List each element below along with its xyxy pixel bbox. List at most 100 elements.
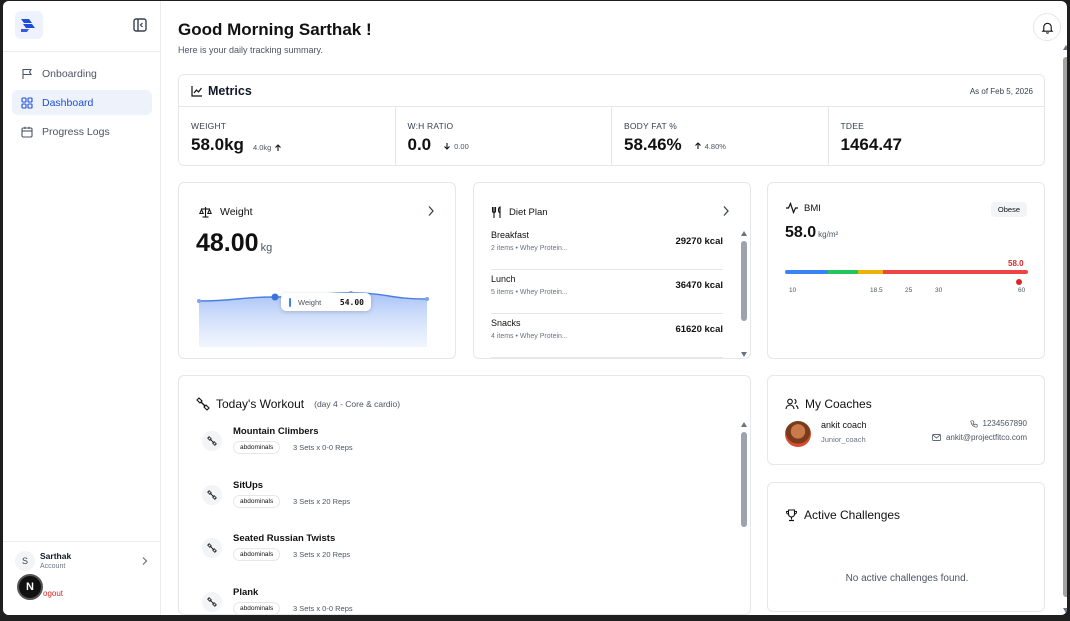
logout-button[interactable]: ogout bbox=[43, 589, 64, 598]
challenges-title: Active Challenges bbox=[785, 508, 900, 522]
weight-card[interactable]: Weight 48.00 kg Weight 54.00 bbox=[178, 182, 456, 359]
sidebar-collapse-icon[interactable] bbox=[133, 18, 147, 32]
chevron-right-icon[interactable] bbox=[722, 205, 730, 217]
metric-value: 1464.47 bbox=[840, 135, 902, 154]
arrow-down-icon bbox=[444, 143, 451, 150]
workout-title: Today's Workout (day 4 - Core & cardio) bbox=[196, 397, 400, 411]
weight-point[interactable] bbox=[197, 299, 201, 303]
dumbbell-icon bbox=[202, 538, 222, 558]
dumbbell-icon bbox=[202, 485, 222, 505]
muscle-tag: abdominals bbox=[233, 441, 281, 454]
mail-icon bbox=[932, 434, 941, 441]
weight-point[interactable] bbox=[271, 293, 279, 301]
metrics-card: Metrics As of Feb 5, 2026 WEIGHT 58.0kg … bbox=[178, 74, 1045, 166]
notifications-button[interactable] bbox=[1033, 13, 1061, 41]
coach-email[interactable]: ankit@projectfitco.com bbox=[932, 433, 1027, 442]
metric-body-fat: BODY FAT % 58.46% 4.80% bbox=[612, 107, 829, 166]
bmi-title: BMI bbox=[785, 202, 821, 214]
sidebar-item-progress-logs[interactable]: Progress Logs bbox=[12, 119, 152, 144]
chart-tooltip: Weight 54.00 bbox=[281, 293, 371, 311]
sidebar-item-label: Progress Logs bbox=[42, 125, 110, 138]
flag-icon bbox=[22, 68, 32, 79]
coaches-title: My Coaches bbox=[785, 397, 872, 411]
sidebar-item-label: Dashboard bbox=[42, 96, 94, 109]
metrics-date: As of Feb 5, 2026 bbox=[969, 87, 1033, 96]
list-item[interactable]: Breakfast 2 items • Whey Protein... 2927… bbox=[491, 226, 723, 270]
bmi-marker bbox=[1016, 279, 1022, 285]
chevron-right-icon[interactable] bbox=[427, 205, 435, 217]
trophy-icon bbox=[785, 508, 798, 521]
arrow-up-icon bbox=[275, 143, 282, 151]
workout-day: (day 4 - Core & cardio) bbox=[314, 399, 401, 409]
activity-icon bbox=[786, 202, 798, 214]
challenges-card: Active Challenges No active challenges f… bbox=[767, 482, 1045, 612]
sidebar-item-onboarding[interactable]: Onboarding bbox=[12, 61, 152, 86]
bmi-tick: 60 bbox=[1018, 287, 1026, 294]
bmi-tick: 30 bbox=[935, 287, 943, 294]
weight-point[interactable] bbox=[425, 297, 429, 301]
metrics-row: WEIGHT 58.0kg 4.0kg W:H RATIO 0.0 0.00 B… bbox=[179, 106, 1044, 166]
app-window: Onboarding Dashboard Progress Logs S Sar… bbox=[3, 1, 1067, 615]
user-role: Account bbox=[40, 563, 66, 570]
phone-icon bbox=[969, 419, 978, 428]
bmi-tick: 18.5 bbox=[870, 287, 883, 294]
bmi-value: 58.0 kg/m² bbox=[785, 224, 839, 241]
status-badge: Obese bbox=[990, 202, 1027, 217]
bmi-card: BMI Obese 58.0 kg/m² 58.0 10 18.5 25 30 6… bbox=[767, 182, 1045, 359]
bmi-marker-label: 58.0 bbox=[1008, 259, 1024, 268]
weight-value: 48.00 kg bbox=[196, 229, 273, 257]
scrollbar[interactable] bbox=[740, 422, 747, 614]
page-scrollbar[interactable] bbox=[1062, 45, 1067, 613]
avatar[interactable] bbox=[785, 421, 811, 447]
bmi-tick: 10 bbox=[789, 287, 797, 294]
logo-icon bbox=[21, 19, 35, 32]
line-chart-icon bbox=[191, 86, 202, 97]
metric-tdee: TDEE 1464.47 bbox=[840, 121, 902, 154]
utensils-icon bbox=[491, 206, 501, 218]
diet-plan-card[interactable]: Diet Plan Breakfast 2 items • Whey Prote… bbox=[473, 182, 751, 359]
metric-value: 58.0kg bbox=[191, 135, 244, 154]
metric-delta: 4.80% bbox=[691, 142, 726, 151]
bmi-scale-bar bbox=[785, 270, 1028, 274]
list-item[interactable]: Lunch 5 items • Whey Protein... 36470 kc… bbox=[491, 270, 723, 314]
arrow-up-icon bbox=[694, 142, 701, 149]
muscle-tag: abdominals bbox=[233, 495, 281, 508]
dumbbell-icon bbox=[202, 431, 222, 451]
metric-wh-ratio: W:H RATIO 0.0 0.00 bbox=[396, 107, 612, 166]
list-item[interactable]: Mountain Climbers abdominals 3 Sets x 0-… bbox=[202, 424, 682, 464]
coach-phone[interactable]: 1234567890 bbox=[969, 419, 1027, 428]
scrollbar[interactable] bbox=[740, 231, 747, 357]
bmi-tick: 25 bbox=[905, 287, 913, 294]
chevron-right-icon[interactable] bbox=[141, 556, 149, 566]
avatar[interactable]: S bbox=[15, 551, 35, 571]
users-icon bbox=[785, 398, 799, 410]
sidebar-item-label: Onboarding bbox=[42, 67, 97, 80]
list-item[interactable]: Seated Russian Twists abdominals 3 Sets … bbox=[202, 531, 682, 571]
list-item[interactable]: Plank abdominals 3 Sets x 0-0 Reps bbox=[202, 585, 682, 614]
list-item[interactable]: Snacks 4 items • Whey Protein... 61620 k… bbox=[491, 314, 723, 358]
page-subtitle: Here is your daily tracking summary. bbox=[178, 45, 323, 55]
scale-icon bbox=[199, 207, 212, 218]
calendar-icon bbox=[21, 126, 33, 138]
list-item[interactable]: SitUps abdominals 3 Sets x 20 Reps bbox=[202, 478, 682, 518]
coach-name: ankit coach bbox=[821, 420, 867, 430]
coaches-card: My Coaches ankit coach Junior_coach 1234… bbox=[767, 375, 1045, 465]
metric-value: 0.0 bbox=[407, 135, 432, 154]
metric-delta: 0.00 bbox=[440, 142, 469, 151]
weight-card-title: Weight bbox=[199, 206, 253, 218]
page-title: Good Morning Sarthak ! bbox=[178, 20, 372, 39]
muscle-tag: abdominals bbox=[233, 548, 281, 561]
workout-card: Today's Workout (day 4 - Core & cardio) … bbox=[178, 375, 751, 615]
grid-icon bbox=[21, 96, 33, 109]
dev-badge[interactable]: N bbox=[17, 574, 43, 600]
sidebar-item-dashboard[interactable]: Dashboard bbox=[12, 90, 152, 115]
app-logo[interactable] bbox=[15, 11, 43, 39]
bell-icon bbox=[1041, 22, 1053, 34]
sidebar: Onboarding Dashboard Progress Logs S Sar… bbox=[3, 1, 161, 615]
coach-role: Junior_coach bbox=[821, 435, 866, 444]
metrics-title: Metrics bbox=[191, 84, 252, 98]
dumbbell-icon bbox=[202, 592, 222, 612]
metric-value: 58.46% bbox=[624, 135, 682, 154]
diet-plan-title: Diet Plan bbox=[491, 206, 548, 219]
metric-weight: WEIGHT 58.0kg 4.0kg bbox=[179, 107, 396, 166]
